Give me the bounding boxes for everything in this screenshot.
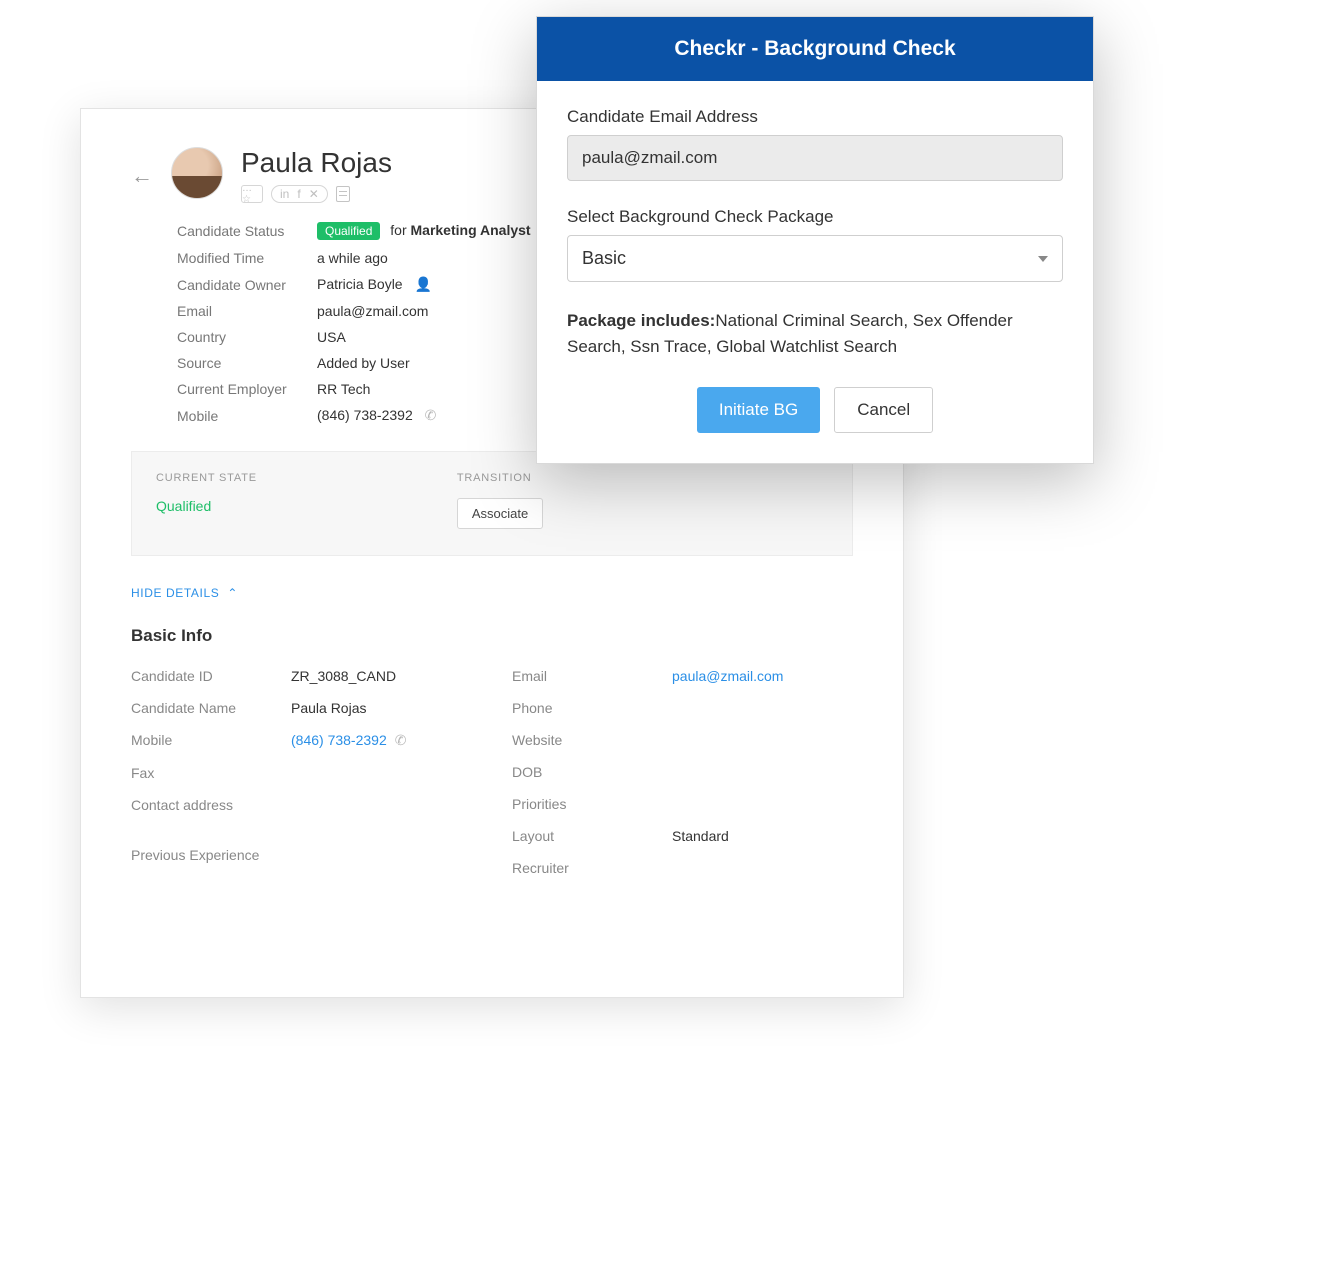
current-state-col: CURRENT STATE Qualified <box>156 472 257 529</box>
chevron-up-icon: ⌃ <box>227 586 238 600</box>
document-icon[interactable] <box>336 186 350 202</box>
modal-package-value: Basic <box>582 248 626 269</box>
basic-mobile-label: Mobile <box>131 732 291 749</box>
basic-info-section: Basic Info Candidate IDZR_3088_CAND Cand… <box>131 626 853 884</box>
modal-email-label: Candidate Email Address <box>567 107 1063 127</box>
state-section: CURRENT STATE Qualified TRANSITION Assoc… <box>131 451 853 556</box>
modal-package-select[interactable]: Basic <box>567 235 1063 282</box>
cancel-button[interactable]: Cancel <box>834 387 933 433</box>
email-label: Email <box>177 303 317 319</box>
linkedin-icon[interactable]: in <box>280 187 289 201</box>
layout-value: Standard <box>672 828 729 844</box>
social-icons[interactable]: in f ✕ <box>271 185 328 203</box>
owner-value: Patricia Boyle 👤 <box>317 276 432 293</box>
current-state-value: Qualified <box>156 498 257 514</box>
basic-email-value[interactable]: paula@zmail.com <box>672 668 783 684</box>
website-label: Website <box>512 732 672 748</box>
country-label: Country <box>177 329 317 345</box>
checkr-modal: Checkr - Background Check Candidate Emai… <box>536 16 1094 464</box>
phone-icon: ✆ <box>395 732 407 748</box>
status-label: Candidate Status <box>177 223 317 239</box>
person-icon: 👤 <box>414 276 431 292</box>
status-badge: Qualified <box>317 222 380 240</box>
modal-package-label: Select Background Check Package <box>567 207 1063 227</box>
facebook-icon[interactable]: f <box>297 187 300 201</box>
modified-label: Modified Time <box>177 250 317 266</box>
prev-exp-label: Previous Experience <box>131 847 259 863</box>
twitter-icon[interactable]: ✕ <box>309 187 319 201</box>
avatar[interactable] <box>171 147 223 199</box>
cand-name-value: Paula Rojas <box>291 700 367 716</box>
current-state-head: CURRENT STATE <box>156 472 257 484</box>
status-value: Qualified for Marketing Analyst <box>317 222 531 240</box>
fax-label: Fax <box>131 765 291 781</box>
employer-value: RR Tech <box>317 381 370 397</box>
associate-button[interactable]: Associate <box>457 498 543 529</box>
basic-info-title: Basic Info <box>131 626 853 646</box>
country-value: USA <box>317 329 346 345</box>
source-label: Source <box>177 355 317 371</box>
phone-icon: ✆ <box>425 407 437 423</box>
transition-col: TRANSITION Associate <box>457 472 543 529</box>
more-icon[interactable]: … ☆ <box>241 185 263 203</box>
transition-head: TRANSITION <box>457 472 543 484</box>
owner-label: Candidate Owner <box>177 277 317 293</box>
basic-phone-label: Phone <box>512 700 672 716</box>
mobile-value: (846) 738-2392 ✆ <box>317 407 436 424</box>
modal-email-input[interactable] <box>567 135 1063 181</box>
source-value: Added by User <box>317 355 410 371</box>
basic-mobile-value[interactable]: (846) 738-2392✆ <box>291 732 406 749</box>
cand-name-label: Candidate Name <box>131 700 291 716</box>
hide-details-label: HIDE DETAILS <box>131 586 219 600</box>
layout-label: Layout <box>512 828 672 844</box>
hide-details-toggle[interactable]: HIDE DETAILS ⌃ <box>131 586 853 600</box>
package-includes: Package includes:National Criminal Searc… <box>567 308 1063 359</box>
cand-id-label: Candidate ID <box>131 668 291 684</box>
dob-label: DOB <box>512 764 672 780</box>
employer-label: Current Employer <box>177 381 317 397</box>
basic-right-col: Emailpaula@zmail.com Phone Website DOB P… <box>512 660 853 884</box>
mobile-label: Mobile <box>177 408 317 424</box>
initiate-bg-button[interactable]: Initiate BG <box>697 387 820 433</box>
addr-label: Contact address <box>131 797 291 813</box>
basic-email-label: Email <box>512 668 672 684</box>
chevron-down-icon <box>1038 256 1048 262</box>
recruiter-label: Recruiter <box>512 860 672 876</box>
email-value: paula@zmail.com <box>317 303 428 319</box>
back-arrow-icon[interactable]: ← <box>131 163 153 189</box>
cand-id-value: ZR_3088_CAND <box>291 668 396 684</box>
modal-title: Checkr - Background Check <box>537 17 1093 81</box>
priorities-label: Priorities <box>512 796 672 812</box>
modified-value: a while ago <box>317 250 388 266</box>
basic-left-col: Candidate IDZR_3088_CAND Candidate NameP… <box>131 660 472 884</box>
